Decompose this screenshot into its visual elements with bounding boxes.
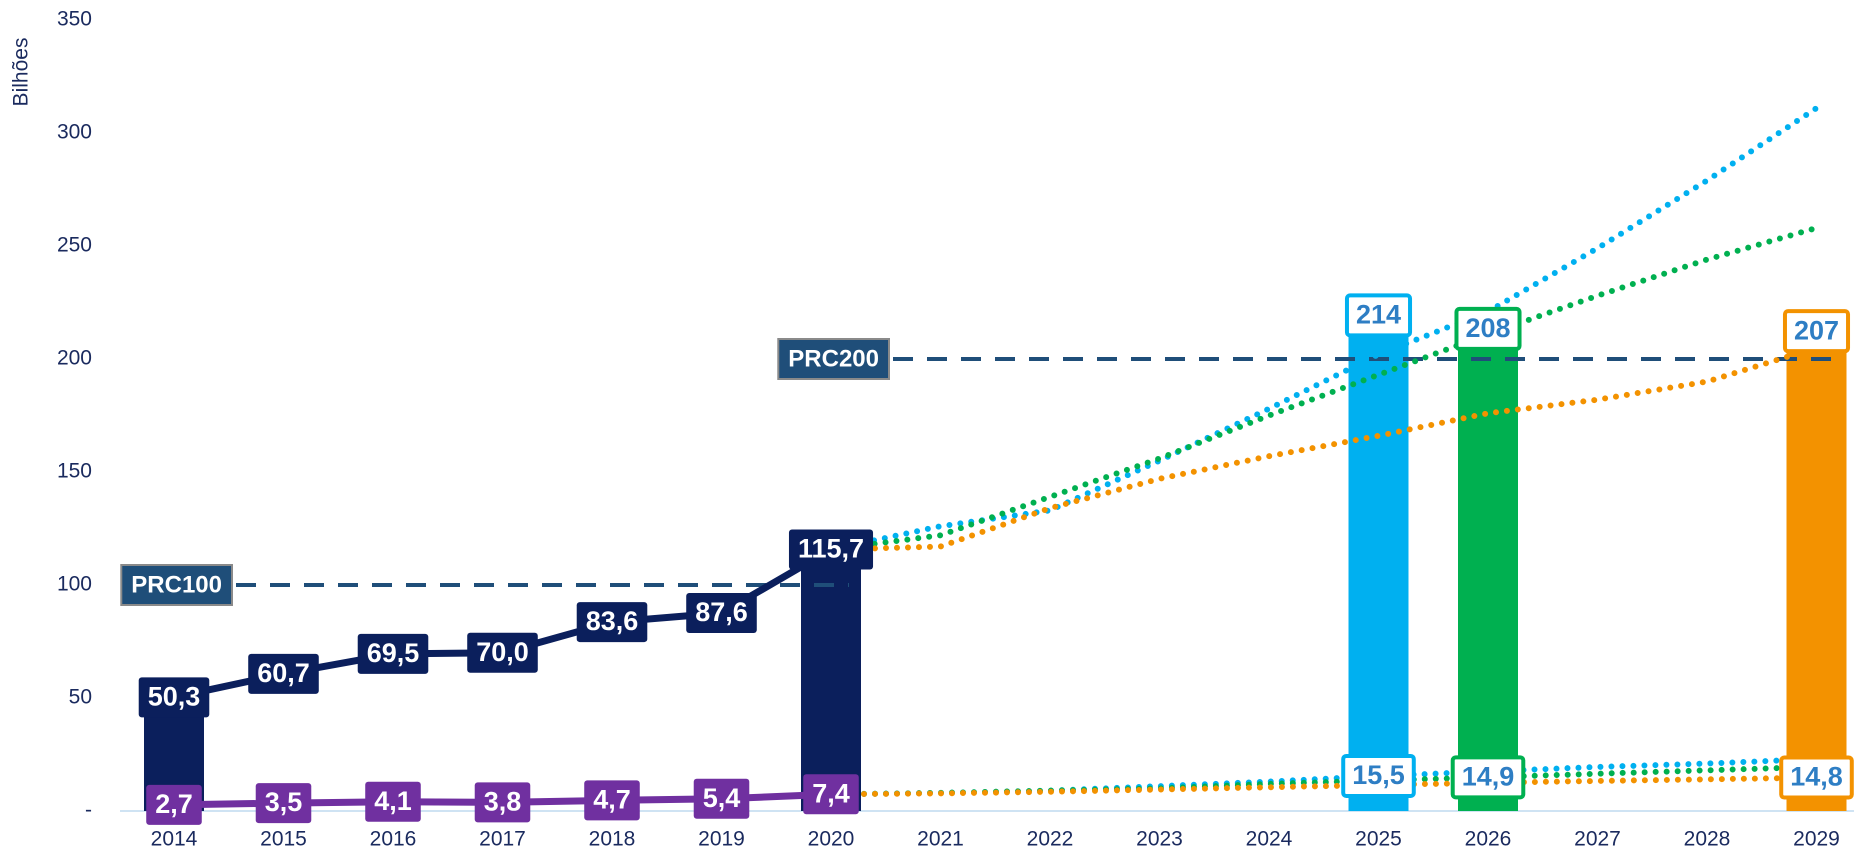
line xyxy=(828,224,1820,553)
value-label: 7,4 xyxy=(812,778,850,808)
label-box xyxy=(576,602,648,643)
data-label: 83,6 xyxy=(576,602,648,643)
label-box xyxy=(1344,293,1413,338)
reference-label: PRC200 xyxy=(788,345,879,372)
data-label: 7,4 xyxy=(803,774,859,815)
value-label: 3,5 xyxy=(265,787,303,817)
label-box xyxy=(365,781,421,822)
value-label: 50,3 xyxy=(148,681,201,711)
data-label: 3,5 xyxy=(255,783,312,824)
label-box xyxy=(467,632,538,673)
value-label: 14,8 xyxy=(1790,762,1843,792)
value-label: 207 xyxy=(1794,315,1839,345)
label-box xyxy=(693,778,750,819)
data-label: 14,8 xyxy=(1779,755,1854,800)
line xyxy=(828,756,1820,798)
data-label: 214 xyxy=(1344,293,1413,338)
label-box xyxy=(474,782,531,823)
value-label: 115,7 xyxy=(798,534,864,564)
y-tick-label: 100 xyxy=(57,573,92,596)
data-label: 2,7 xyxy=(146,784,202,825)
value-label: 4,1 xyxy=(374,786,412,816)
y-tick-label: 300 xyxy=(57,121,92,144)
bar xyxy=(801,549,861,811)
y-tick-label: 150 xyxy=(57,460,92,483)
value-label: 87,6 xyxy=(695,597,748,627)
data-label: 115,7 xyxy=(788,529,874,570)
data-label: 5,4 xyxy=(693,778,750,819)
value-label: 69,5 xyxy=(367,638,420,668)
value-label: 60,7 xyxy=(257,658,310,688)
y-tick-label: 200 xyxy=(57,347,92,370)
x-tick-label: 2029 xyxy=(1793,828,1840,851)
line xyxy=(828,774,1820,798)
x-tick-label: 2017 xyxy=(479,828,526,851)
label-box xyxy=(248,653,319,694)
x-tick-label: 2016 xyxy=(370,828,417,851)
bar xyxy=(1786,343,1847,811)
y-tick-label: - xyxy=(85,799,92,822)
y-tick-label: 350 xyxy=(57,8,92,31)
data-label: 207 xyxy=(1782,309,1851,354)
x-tick-label: 2019 xyxy=(698,828,745,851)
label-box xyxy=(1450,755,1526,800)
reference-label: PRC100 xyxy=(131,571,222,598)
value-label: 208 xyxy=(1465,313,1510,343)
data-label: 3,8 xyxy=(474,782,531,823)
data-label: 4,7 xyxy=(584,780,640,821)
bar xyxy=(1348,327,1409,811)
y-tick-label: 250 xyxy=(57,234,92,257)
reference-box xyxy=(120,564,233,606)
data-label: 87,6 xyxy=(686,593,757,634)
y-axis-label: Bilhões xyxy=(10,38,33,107)
value-label: 4,7 xyxy=(593,785,631,815)
data-label: 50,3 xyxy=(138,677,210,718)
value-label: 5,4 xyxy=(703,783,741,813)
data-label: 4,1 xyxy=(365,781,421,822)
line xyxy=(828,344,1820,553)
value-label: 83,6 xyxy=(586,606,639,636)
x-tick-label: 2022 xyxy=(1027,828,1074,851)
label-box xyxy=(1341,753,1416,798)
value-label: 2,7 xyxy=(155,789,193,819)
label-box xyxy=(1454,306,1522,351)
x-tick-label: 2018 xyxy=(589,828,636,851)
x-tick-label: 2026 xyxy=(1465,828,1512,851)
value-label: 14,9 xyxy=(1462,761,1515,791)
label-box xyxy=(584,780,640,821)
data-label: 69,5 xyxy=(357,633,429,674)
x-tick-label: 2025 xyxy=(1355,828,1402,851)
x-tick-label: 2015 xyxy=(260,828,307,851)
data-label: 60,7 xyxy=(248,653,319,694)
value-label: 15,5 xyxy=(1352,760,1405,790)
label-box xyxy=(686,593,757,634)
value-label: 3,8 xyxy=(484,787,522,817)
label-box xyxy=(138,677,210,718)
x-tick-label: 2020 xyxy=(808,828,855,851)
value-label: 70,0 xyxy=(476,637,529,667)
x-tick-label: 2027 xyxy=(1574,828,1621,851)
data-label: 14,9 xyxy=(1450,755,1526,800)
data-label: 70,0 xyxy=(467,632,538,673)
x-tick-label: 2028 xyxy=(1684,828,1731,851)
label-box xyxy=(1782,309,1851,354)
label-box xyxy=(255,783,312,824)
label-box xyxy=(803,774,859,815)
x-tick-label: 2021 xyxy=(917,828,964,851)
label-box xyxy=(357,633,429,674)
x-tick-label: 2014 xyxy=(151,828,198,851)
reference-box xyxy=(777,338,890,380)
line xyxy=(828,105,1820,553)
x-tick-label: 2023 xyxy=(1136,828,1183,851)
data-label: 208 xyxy=(1454,306,1522,351)
label-box xyxy=(788,529,874,570)
value-label: 214 xyxy=(1356,299,1401,329)
data-label: 15,5 xyxy=(1341,753,1416,798)
bar xyxy=(1458,340,1518,811)
label-box xyxy=(146,784,202,825)
label-box xyxy=(1779,755,1854,800)
y-tick-label: 50 xyxy=(69,686,92,709)
x-tick-label: 2024 xyxy=(1246,828,1293,851)
